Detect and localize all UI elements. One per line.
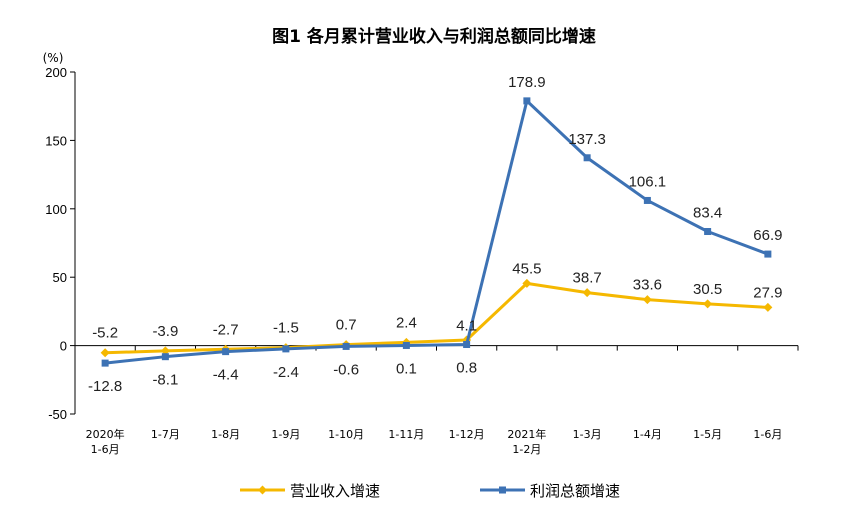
data-label: -2.4 xyxy=(273,364,299,381)
x-tick-label: 1-3月 xyxy=(573,428,602,441)
legend-swatch-marker xyxy=(258,485,267,495)
data-label: 137.3 xyxy=(568,131,606,148)
data-label: -3.9 xyxy=(152,323,178,340)
legend-label: 营业收入增速 xyxy=(290,482,380,500)
data-labels: -5.2 -3.9 -2.7 -1.5 0.7 2.4 4.1 45.5 38.7 33.6 30.… xyxy=(88,74,782,395)
x-tick-label: 1-10月 xyxy=(328,428,364,441)
legend-swatch-marker xyxy=(499,486,506,494)
chart-title: 图1 各月累计营业收入与利润总额同比增速 xyxy=(272,26,596,47)
data-point xyxy=(583,154,591,162)
data-label: 27.9 xyxy=(753,284,782,301)
y-tick-label: 100 xyxy=(45,202,67,217)
data-label: 178.9 xyxy=(508,74,546,91)
data-label: -12.8 xyxy=(88,378,122,395)
data-label: 83.4 xyxy=(693,205,722,222)
x-tick-label: 1-12月 xyxy=(449,428,485,441)
series-line xyxy=(104,99,769,365)
data-label: 2.4 xyxy=(396,314,417,331)
y-tick-label: 50 xyxy=(53,270,67,285)
x-tick-label: 1-5月 xyxy=(693,428,722,441)
data-point xyxy=(282,345,290,353)
data-point xyxy=(582,288,592,298)
data-point xyxy=(100,348,110,358)
data-label: -2.7 xyxy=(213,321,239,338)
data-label: 0.8 xyxy=(456,360,477,377)
series-2 xyxy=(101,97,772,367)
y-tick-label: 0 xyxy=(60,339,67,354)
data-point xyxy=(402,341,410,349)
data-label: 0.7 xyxy=(336,317,357,334)
data-label: 0.1 xyxy=(396,360,417,377)
legend-label: 利润总额增速 xyxy=(530,482,620,500)
data-point xyxy=(161,353,169,361)
data-point xyxy=(463,341,471,349)
data-point xyxy=(522,278,532,288)
data-point xyxy=(643,196,651,204)
data-label: -4.4 xyxy=(213,367,239,384)
data-point xyxy=(101,359,109,367)
data-point xyxy=(342,342,350,350)
y-tick-label: -50 xyxy=(48,407,67,422)
data-label: 45.5 xyxy=(512,260,541,277)
x-tick-label: 1-7月 xyxy=(151,428,180,441)
data-point xyxy=(222,348,230,356)
x-tick-label: 1-9月 xyxy=(271,428,300,441)
data-point xyxy=(642,295,652,305)
data-label: -0.6 xyxy=(333,361,359,378)
x-tick-label: 2020年 1-6月 xyxy=(86,427,125,456)
y-axis-unit: (%) xyxy=(43,51,64,65)
x-tick-label: 1-6月 xyxy=(753,428,782,441)
series-layer xyxy=(100,97,773,367)
data-label: 4.1 xyxy=(456,318,477,335)
axes: 200 150 100 50 0 -50 2020年 1-6月 1-7月 1-8月 1-9月 1-10… xyxy=(45,65,799,456)
series-line xyxy=(105,281,768,355)
data-label: -5.2 xyxy=(92,325,118,342)
data-label: 106.1 xyxy=(629,173,667,190)
data-point xyxy=(764,250,772,258)
data-label: 33.6 xyxy=(633,277,662,294)
y-tick-label: 200 xyxy=(45,65,67,80)
data-label: 38.7 xyxy=(573,270,602,287)
x-tick-label: 1-11月 xyxy=(388,428,424,441)
data-point xyxy=(704,228,712,236)
data-label: -8.1 xyxy=(152,372,178,389)
data-label: 66.9 xyxy=(753,227,782,244)
x-tick-label: 2021年 1-2月 xyxy=(507,427,546,456)
x-tick-label: 1-8月 xyxy=(211,428,240,441)
legend-item-1: 营业收入增速 xyxy=(240,482,380,500)
legend-item-2: 利润总额增速 xyxy=(480,482,620,500)
y-tick-label: 150 xyxy=(45,133,67,148)
legend: 营业收入增速 利润总额增速 xyxy=(240,482,620,500)
x-tick-label: 1-4月 xyxy=(633,428,662,441)
data-point xyxy=(763,302,773,312)
data-point xyxy=(703,299,713,309)
data-point xyxy=(523,97,531,105)
data-label: -1.5 xyxy=(273,320,299,337)
data-label: 30.5 xyxy=(693,281,722,298)
